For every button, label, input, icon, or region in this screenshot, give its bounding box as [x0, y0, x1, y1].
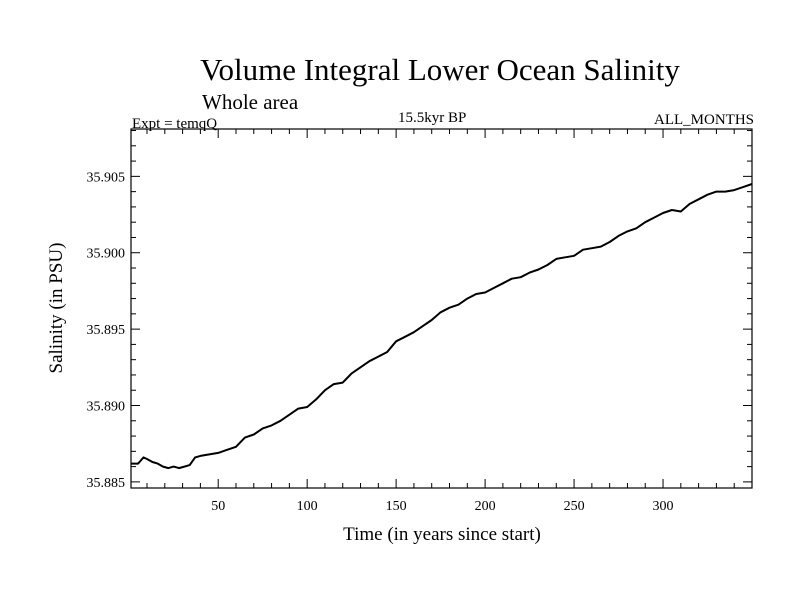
y-tick-label: 35.900	[87, 247, 126, 262]
months-label: ALL_MONTHS	[654, 112, 754, 128]
period-label: 15.5kyr BP	[398, 110, 467, 126]
chart-subtitle: Whole area	[202, 90, 299, 114]
y-tick-label: 35.895	[87, 323, 126, 338]
tick-labels: 50 100 150 200 250 300 35.885 35.890 35.895 35.90…	[87, 170, 674, 514]
x-tick-label: 250	[564, 499, 585, 514]
chart-title: Volume Integral Lower Ocean Salinity	[200, 52, 680, 87]
x-tick-label: 100	[297, 499, 318, 514]
y-axis-label: Salinity (in PSU)	[46, 243, 67, 374]
axis-ticks	[131, 129, 752, 488]
x-axis-label: Time (in years since start)	[343, 524, 541, 545]
y-tick-label: 35.890	[87, 400, 126, 415]
x-tick-label: 200	[475, 499, 496, 514]
x-tick-label: 300	[653, 499, 674, 514]
plot-frame	[130, 128, 753, 489]
x-tick-label: 150	[386, 499, 407, 514]
y-tick-label: 35.905	[87, 170, 126, 185]
salinity-series-line	[131, 183, 753, 470]
experiment-label: Expt = temqQ	[132, 116, 218, 132]
y-tick-label: 35.885	[87, 476, 126, 491]
x-tick-label: 50	[211, 499, 225, 514]
